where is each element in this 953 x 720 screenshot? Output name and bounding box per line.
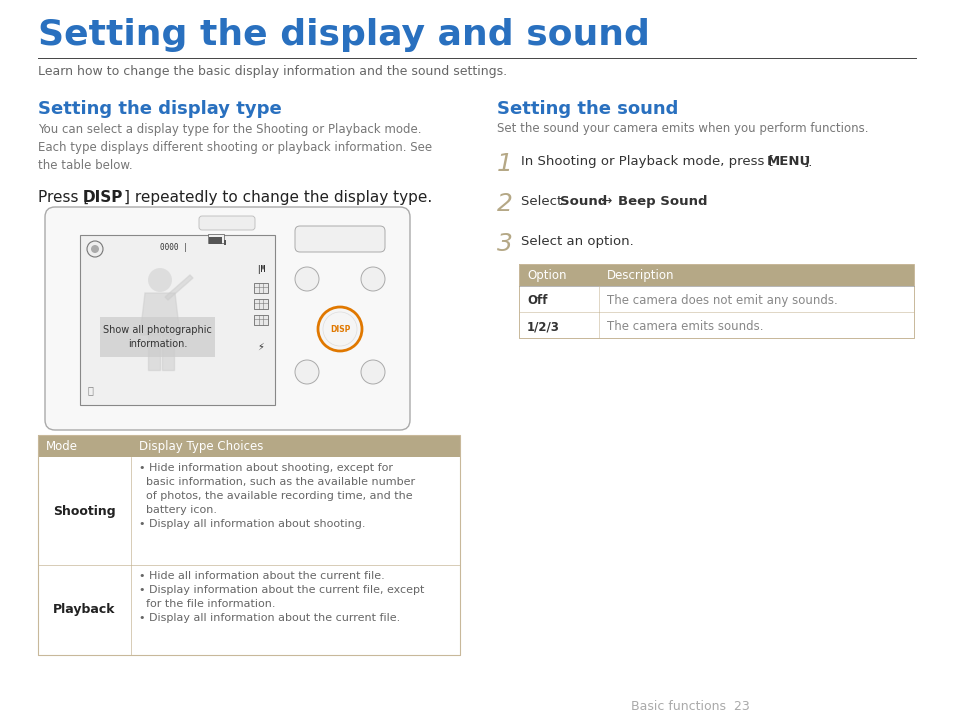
Text: • Hide all information about the current file.
• Display information about the c: • Hide all information about the current… xyxy=(139,571,424,623)
Text: DISP: DISP xyxy=(330,325,350,333)
Bar xyxy=(100,317,214,357)
FancyBboxPatch shape xyxy=(45,207,410,430)
Circle shape xyxy=(360,360,385,384)
Text: information.: information. xyxy=(128,339,187,349)
Text: Mode: Mode xyxy=(46,440,78,453)
Text: Off: Off xyxy=(526,294,547,307)
Text: 2: 2 xyxy=(497,192,513,216)
Polygon shape xyxy=(148,335,160,370)
Bar xyxy=(518,286,913,312)
Text: Description: Description xyxy=(606,269,674,282)
Polygon shape xyxy=(165,275,193,300)
Text: Setting the sound: Setting the sound xyxy=(497,100,678,118)
Text: In Shooting or Playback mode, press [: In Shooting or Playback mode, press [ xyxy=(520,155,773,168)
Text: Setting the display type: Setting the display type xyxy=(38,100,281,118)
Text: .: . xyxy=(683,195,687,208)
Text: Press [: Press [ xyxy=(38,190,90,205)
Text: Shooting: Shooting xyxy=(53,505,115,518)
Bar xyxy=(38,457,459,565)
Text: 1/2/3: 1/2/3 xyxy=(526,320,559,333)
Circle shape xyxy=(317,307,361,351)
Bar xyxy=(224,240,226,245)
Text: 0000 |: 0000 | xyxy=(160,243,188,252)
Text: Select an option.: Select an option. xyxy=(520,235,633,248)
Bar xyxy=(518,264,913,338)
Text: ⚡: ⚡ xyxy=(257,342,264,352)
Text: The camera emits sounds.: The camera emits sounds. xyxy=(606,320,762,333)
Text: Show all photographic: Show all photographic xyxy=(103,325,212,335)
Text: Select: Select xyxy=(520,195,566,208)
Bar xyxy=(209,237,222,244)
Bar xyxy=(518,312,913,338)
Text: Beep Sound: Beep Sound xyxy=(618,195,707,208)
Text: 📷: 📷 xyxy=(88,385,93,395)
Polygon shape xyxy=(162,335,173,370)
Text: Display Type Choices: Display Type Choices xyxy=(139,440,263,453)
Text: Basic functions  23: Basic functions 23 xyxy=(630,700,749,713)
Text: MENU: MENU xyxy=(766,155,810,168)
FancyBboxPatch shape xyxy=(294,226,385,252)
Bar xyxy=(38,435,459,457)
Circle shape xyxy=(91,245,99,253)
Text: Setting the display and sound: Setting the display and sound xyxy=(38,18,649,52)
Text: ].: ]. xyxy=(803,155,813,168)
Text: Set the sound your camera emits when you perform functions.: Set the sound your camera emits when you… xyxy=(497,122,867,135)
Bar xyxy=(253,299,268,309)
Text: Learn how to change the basic display information and the sound settings.: Learn how to change the basic display in… xyxy=(38,65,507,78)
Text: The camera does not emit any sounds.: The camera does not emit any sounds. xyxy=(606,294,837,307)
Bar xyxy=(518,264,913,286)
Text: You can select a display type for the Shooting or Playback mode.
Each type displ: You can select a display type for the Sh… xyxy=(38,123,432,172)
Circle shape xyxy=(148,268,172,292)
Text: Option: Option xyxy=(526,269,566,282)
Bar xyxy=(38,565,459,655)
Text: 1: 1 xyxy=(497,152,513,176)
Bar xyxy=(38,435,459,655)
Text: 3: 3 xyxy=(497,232,513,256)
Text: |M: |M xyxy=(256,265,265,274)
Circle shape xyxy=(323,312,356,346)
Polygon shape xyxy=(140,293,180,335)
Circle shape xyxy=(87,241,103,257)
Text: DISP: DISP xyxy=(83,190,123,205)
FancyBboxPatch shape xyxy=(199,216,254,230)
Bar xyxy=(80,235,274,405)
Bar xyxy=(253,315,268,325)
Circle shape xyxy=(294,267,318,291)
Text: Playback: Playback xyxy=(53,603,115,616)
Text: Sound: Sound xyxy=(559,195,607,208)
Text: ] repeatedly to change the display type.: ] repeatedly to change the display type. xyxy=(124,190,432,205)
Circle shape xyxy=(360,267,385,291)
Bar xyxy=(208,234,224,243)
Text: • Hide information about shooting, except for
  basic information, such as the a: • Hide information about shooting, excep… xyxy=(139,463,415,529)
Text: →: → xyxy=(597,195,616,208)
Circle shape xyxy=(294,360,318,384)
Bar xyxy=(253,283,268,293)
